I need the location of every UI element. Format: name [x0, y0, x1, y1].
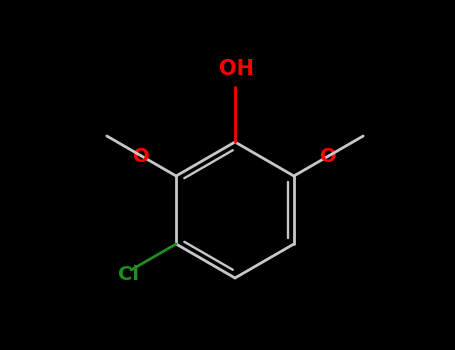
- Text: Cl: Cl: [117, 266, 139, 285]
- Text: OH: OH: [219, 59, 254, 79]
- Text: O: O: [133, 147, 150, 166]
- Text: O: O: [320, 147, 337, 166]
